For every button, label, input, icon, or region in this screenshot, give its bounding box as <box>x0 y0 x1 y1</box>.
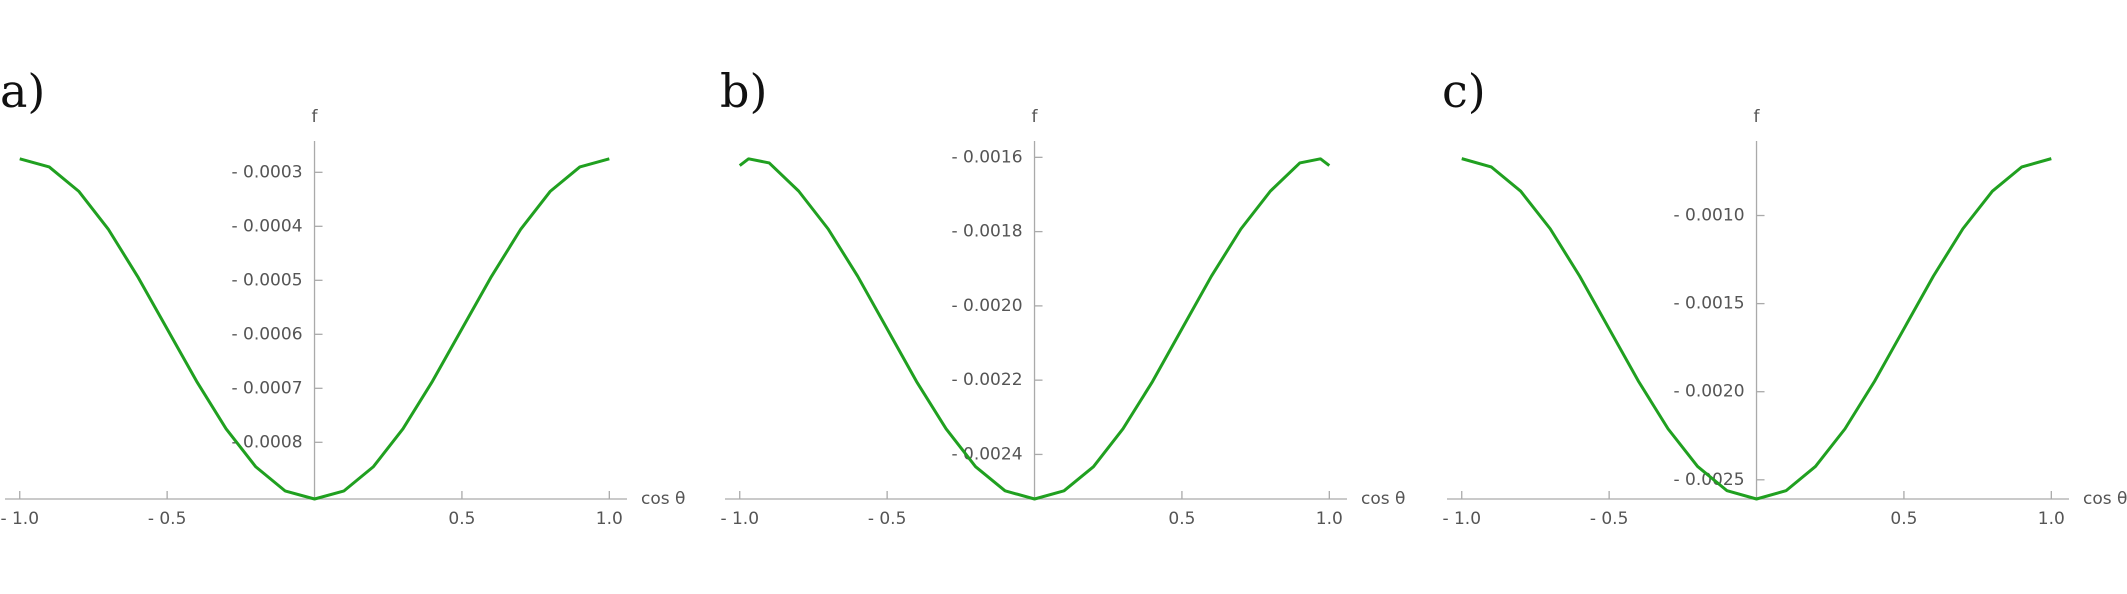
x-axis-label: cos θ <box>2083 489 2127 509</box>
panel-label: b) <box>720 64 767 118</box>
x-tick-label: 1.0 <box>2038 509 2065 529</box>
y-tick-label: - 0.0004 <box>231 216 302 236</box>
y-tick-label: - 0.0020 <box>951 296 1022 316</box>
y-tick-label: - 0.0025 <box>1673 470 1744 490</box>
y-axis-label: f <box>312 107 319 127</box>
curve <box>19 157 610 501</box>
curve <box>1461 157 2052 501</box>
x-tick-label: - 0.5 <box>148 509 187 529</box>
y-tick-label: - 0.0010 <box>1673 206 1744 226</box>
y-tick-label: - 0.0006 <box>231 324 302 344</box>
x-tick-label: - 0.5 <box>1590 509 1629 529</box>
x-tick-label: - 1.0 <box>720 509 759 529</box>
y-tick-label: - 0.0015 <box>1673 294 1744 314</box>
x-tick-label: 0.5 <box>1890 509 1917 529</box>
y-tick-label: - 0.0016 <box>951 147 1022 167</box>
x-axis-label: cos θ <box>641 489 685 509</box>
y-tick-label: - 0.0003 <box>231 162 302 182</box>
x-tick-label: - 1.0 <box>1442 509 1481 529</box>
y-axis-label: f <box>1032 107 1039 127</box>
x-tick-label: 1.0 <box>596 509 623 529</box>
curve <box>738 157 1331 501</box>
x-tick-label: - 1.0 <box>0 509 39 529</box>
y-tick-label: - 0.0022 <box>951 370 1022 390</box>
x-tick-label: 0.5 <box>448 509 475 529</box>
y-axis-label: f <box>1754 107 1761 127</box>
x-tick-label: - 0.5 <box>868 509 907 529</box>
panel-label: a) <box>0 64 45 118</box>
x-axis-label: cos θ <box>1361 489 1405 509</box>
y-tick-label: - 0.0005 <box>231 270 302 290</box>
x-tick-label: 0.5 <box>1168 509 1195 529</box>
y-tick-label: - 0.0008 <box>231 432 302 452</box>
y-tick-label: - 0.0020 <box>1673 382 1744 402</box>
x-tick-label: 1.0 <box>1316 509 1343 529</box>
panel-label: c) <box>1442 64 1486 118</box>
y-tick-label: - 0.0018 <box>951 222 1022 242</box>
y-tick-label: - 0.0007 <box>231 378 302 398</box>
